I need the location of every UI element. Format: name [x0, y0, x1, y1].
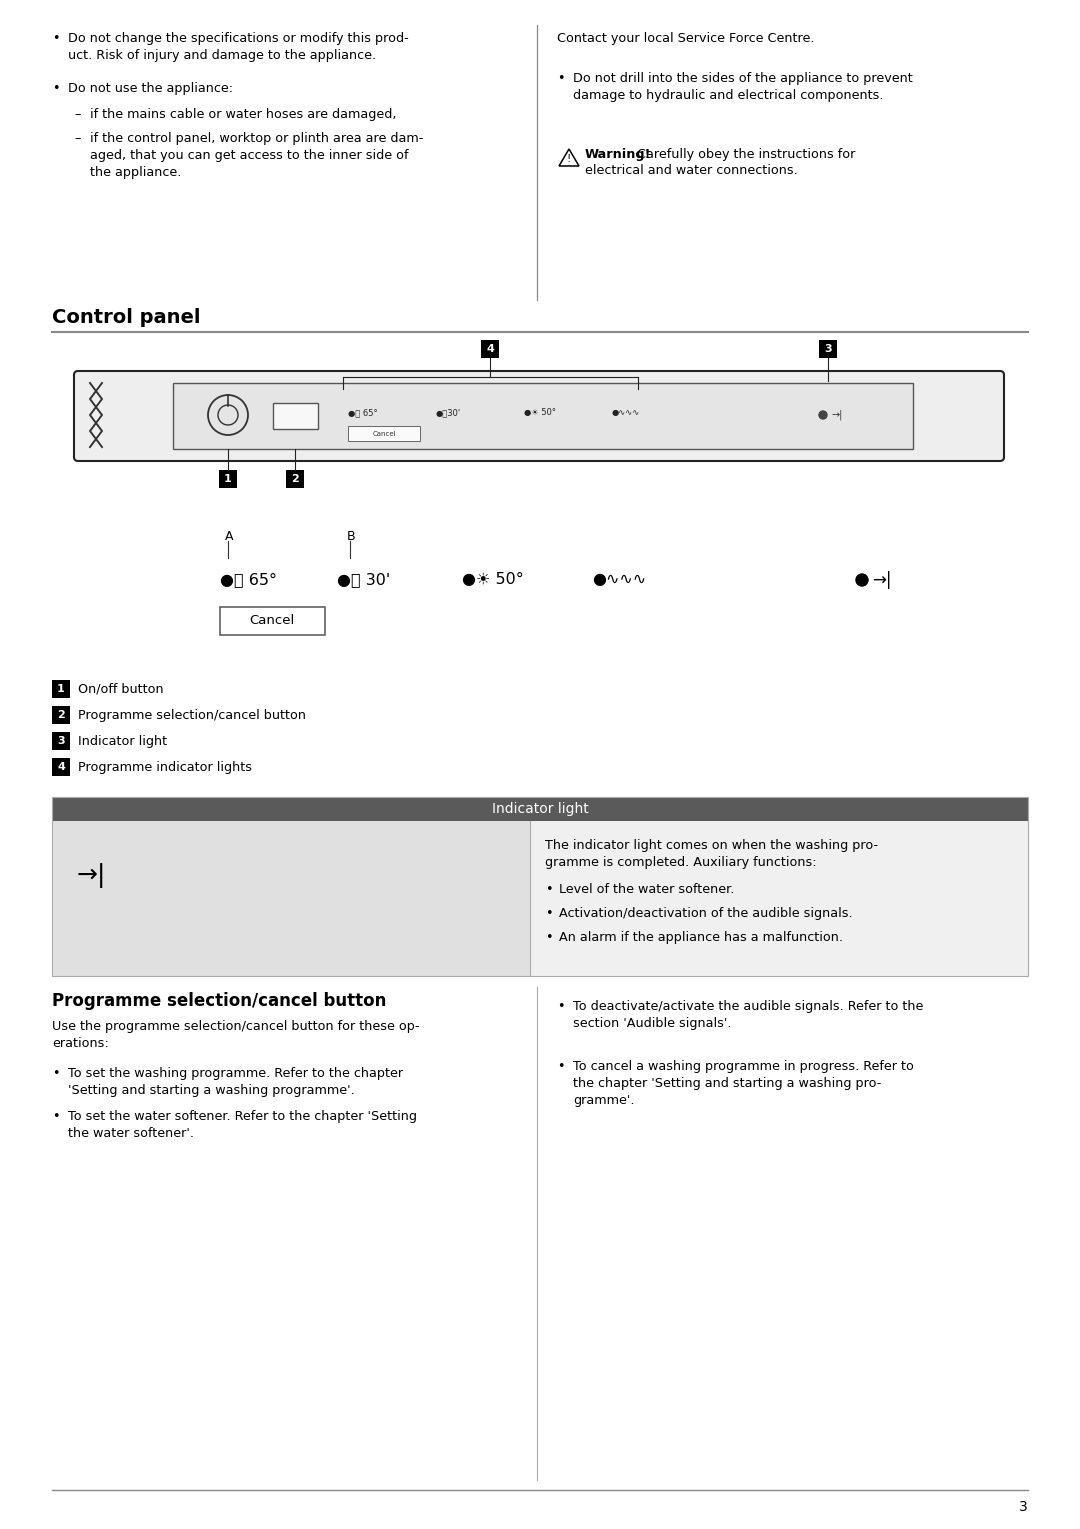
Text: Warning!: Warning! [585, 148, 651, 161]
Text: 4: 4 [486, 344, 494, 355]
Circle shape [819, 411, 827, 419]
Bar [52, 732, 70, 751]
Text: An alarm if the appliance has a malfunction.: An alarm if the appliance has a malfunct… [559, 931, 843, 943]
Text: Indicator light: Indicator light [78, 734, 167, 748]
Text: –: – [75, 131, 80, 145]
Text: !: ! [567, 154, 571, 164]
Bar [286, 469, 303, 488]
Bar [52, 758, 70, 777]
Bar [52, 706, 70, 725]
Text: To deactivate/activate the audible signals. Refer to the
section 'Audible signal: To deactivate/activate the audible signa… [573, 1000, 923, 1031]
Bar [530, 821, 1028, 976]
Bar [173, 382, 913, 450]
Text: ●⌷ 65°: ●⌷ 65° [220, 572, 276, 587]
Text: •: • [545, 907, 553, 920]
Text: 3: 3 [57, 735, 65, 746]
Text: To set the washing programme. Refer to the chapter
'Setting and starting a washi: To set the washing programme. Refer to t… [68, 1067, 403, 1096]
Text: •: • [52, 1067, 59, 1079]
Text: Programme selection/cancel button: Programme selection/cancel button [52, 992, 387, 1011]
Text: A: A [225, 531, 233, 543]
Text: Do not use the appliance:: Do not use the appliance: [68, 83, 233, 95]
Text: •: • [52, 83, 59, 95]
Text: To set the water softener. Refer to the chapter 'Setting
the water softener'.: To set the water softener. Refer to the … [68, 1110, 417, 1141]
Text: Indicator light: Indicator light [491, 803, 589, 816]
Text: ●∿∿∿: ●∿∿∿ [592, 572, 646, 587]
Text: •: • [545, 931, 553, 943]
Text: On/off button: On/off button [78, 682, 164, 696]
Text: To cancel a washing programme in progress. Refer to
the chapter 'Setting and sta: To cancel a washing programme in progres… [573, 1060, 914, 1107]
Bar [52, 797, 1028, 976]
Text: →|: →| [872, 570, 891, 589]
Text: Activation/deactivation of the audible signals.: Activation/deactivation of the audible s… [559, 907, 852, 920]
Text: –: – [75, 109, 80, 121]
Text: ●∿∿∿: ●∿∿∿ [612, 408, 640, 417]
Text: Cancel: Cancel [373, 431, 395, 437]
Text: →|: →| [77, 864, 106, 888]
FancyBboxPatch shape [75, 372, 1004, 462]
Bar [819, 339, 837, 358]
Text: ●⌛30': ●⌛30' [436, 408, 461, 417]
Text: •: • [557, 1000, 565, 1014]
Bar [219, 469, 237, 488]
Text: •: • [52, 32, 59, 44]
Bar [52, 821, 530, 976]
Bar [220, 607, 325, 635]
Text: •: • [557, 72, 565, 86]
Text: Do not change the specifications or modify this prod-
uct. Risk of injury and da: Do not change the specifications or modi… [68, 32, 408, 63]
Text: •: • [52, 1110, 59, 1122]
Text: 2: 2 [292, 474, 299, 485]
Text: Programme selection/cancel button: Programme selection/cancel button [78, 708, 306, 722]
Text: ●⌷ 65°: ●⌷ 65° [348, 408, 378, 417]
Text: Cancel: Cancel [249, 615, 295, 627]
Text: The indicator light comes on when the washing pro-
gramme is completed. Auxiliar: The indicator light comes on when the wa… [545, 839, 878, 868]
Text: ●⌛ 30': ●⌛ 30' [337, 572, 390, 587]
Text: Carefully obey the instructions for: Carefully obey the instructions for [629, 148, 855, 161]
Text: 1: 1 [225, 474, 232, 485]
Text: 4: 4 [57, 761, 65, 772]
Text: 2: 2 [57, 709, 65, 720]
Text: •: • [545, 884, 553, 896]
Bar [52, 680, 70, 699]
Text: Control panel: Control panel [52, 307, 201, 327]
Bar [348, 427, 420, 440]
Text: →|: →| [831, 410, 842, 420]
Text: ●☀ 50°: ●☀ 50° [462, 572, 524, 587]
Bar [481, 339, 499, 358]
Text: Do not drill into the sides of the appliance to prevent
damage to hydraulic and : Do not drill into the sides of the appli… [573, 72, 913, 102]
Text: 3: 3 [824, 344, 832, 355]
Text: if the control panel, worktop or plinth area are dam-
aged, that you can get acc: if the control panel, worktop or plinth … [90, 131, 423, 179]
Text: electrical and water connections.: electrical and water connections. [585, 164, 798, 177]
Text: Programme indicator lights: Programme indicator lights [78, 760, 252, 774]
Text: ●☀ 50°: ●☀ 50° [524, 408, 556, 417]
Text: Contact your local Service Force Centre.: Contact your local Service Force Centre. [557, 32, 814, 44]
Text: if the mains cable or water hoses are damaged,: if the mains cable or water hoses are da… [90, 109, 396, 121]
Text: •: • [557, 1060, 565, 1073]
Bar [273, 404, 318, 430]
Text: Level of the water softener.: Level of the water softener. [559, 884, 734, 896]
Text: 3: 3 [1020, 1500, 1028, 1514]
Text: Use the programme selection/cancel button for these op-
erations:: Use the programme selection/cancel butto… [52, 1020, 419, 1050]
Text: B: B [347, 531, 355, 543]
Circle shape [856, 573, 868, 586]
Bar [52, 797, 1028, 821]
Text: 1: 1 [57, 683, 65, 694]
